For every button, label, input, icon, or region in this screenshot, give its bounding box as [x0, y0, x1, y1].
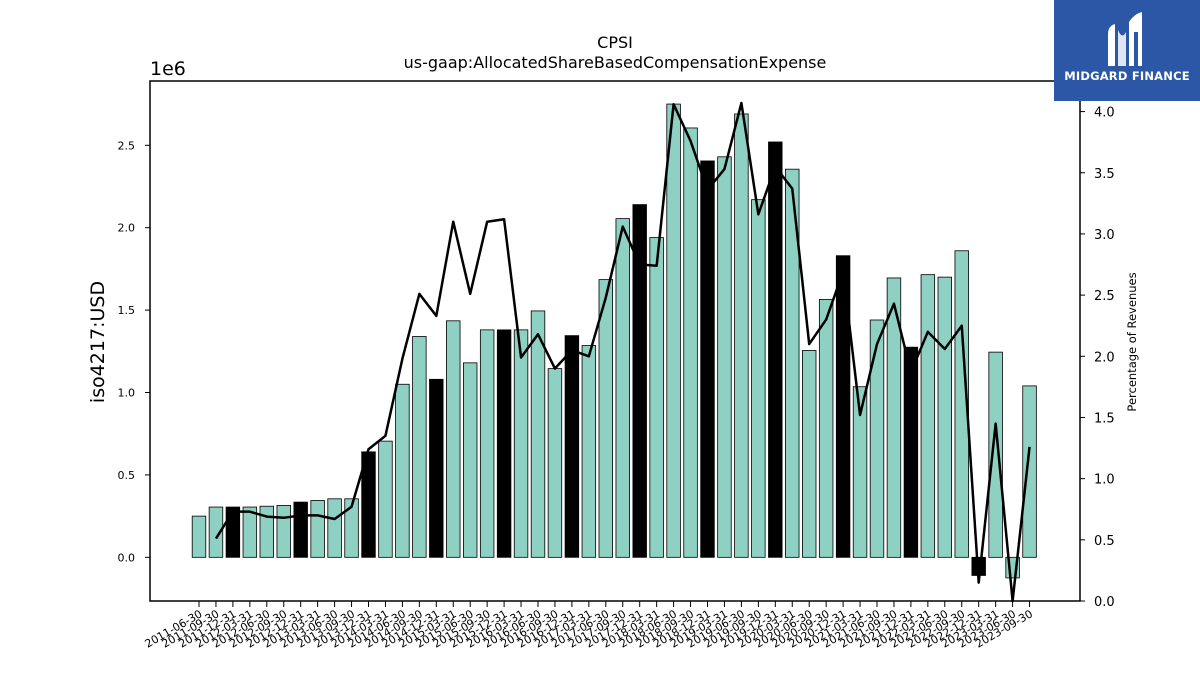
bar-2019-06-30 — [734, 113, 749, 558]
bar-2017-12-31 — [632, 204, 647, 558]
bar-2020-03-31 — [785, 168, 800, 558]
bar-2014-06-30 — [395, 383, 410, 558]
y2-tick-label: 2.5 — [1094, 289, 1115, 304]
bar-2019-09-30 — [751, 199, 766, 558]
chart-title: CPSI — [597, 33, 633, 52]
plot-frame — [149, 80, 1081, 602]
y-tick-label: 0.0 — [118, 551, 136, 564]
bar-2019-12-31 — [768, 141, 783, 558]
bar-2015-06-30 — [462, 362, 478, 558]
bar-2012-12-31 — [293, 501, 308, 558]
bar-2016-09-30 — [547, 368, 563, 558]
bar-2011-06-30 — [191, 515, 207, 558]
y-tick-label: 1.5 — [118, 304, 136, 317]
bar-2013-03-31 — [310, 500, 325, 558]
bar-2018-06-30 — [666, 103, 681, 558]
bar-2017-03-31 — [581, 345, 597, 558]
bar-2021-06-30 — [869, 319, 885, 558]
y2-tick-label: 4.0 — [1094, 106, 1115, 121]
y2-tick-label: 3.0 — [1094, 228, 1115, 243]
bar-2017-09-30 — [615, 218, 630, 558]
bar-2018-09-30 — [683, 127, 698, 558]
logo-text: MIDGARD FINANCE — [1064, 69, 1190, 83]
bar-2020-12-31 — [835, 255, 851, 558]
bar-2014-09-30 — [412, 336, 427, 558]
x-axis-ticks: 2011-06-302011-09-302011-12-312012-03-31… — [143, 601, 1035, 651]
bar-2013-06-30 — [327, 498, 342, 558]
bar-2022-09-30 — [954, 250, 969, 558]
y-tick-label: 0.5 — [118, 469, 136, 482]
bar-2016-12-31 — [564, 335, 580, 558]
bar-2016-06-30 — [530, 310, 546, 558]
midgard-finance-logo: MIDGARD FINANCE — [1054, 0, 1200, 101]
bar-2014-03-31 — [378, 440, 393, 558]
bar-2013-09-30 — [344, 498, 359, 558]
ratio-line — [214, 101, 1031, 603]
bar-2011-09-30 — [208, 506, 224, 558]
y-tick-label: 2.5 — [118, 139, 136, 152]
bar-2021-12-31 — [903, 346, 919, 558]
midgard-logo-icon — [1108, 12, 1142, 66]
y2-tick-label: 0.5 — [1094, 534, 1115, 549]
y2-tick-label: 2.0 — [1094, 350, 1115, 365]
bar-2016-03-31 — [513, 329, 529, 558]
bar-2017-06-30 — [598, 279, 614, 558]
bar-2015-09-30 — [479, 329, 495, 558]
bar-2014-12-31 — [429, 378, 444, 558]
bar-2019-03-31 — [717, 156, 732, 558]
chart-subtitle: us-gaap:AllocatedShareBasedCompensationE… — [404, 53, 827, 72]
bar-2023-09-30 — [1022, 385, 1037, 558]
bar-2022-03-31 — [920, 274, 936, 558]
bar-2018-12-31 — [700, 160, 715, 558]
bar-2022-06-30 — [937, 276, 953, 558]
y2-tick-label: 3.5 — [1094, 167, 1115, 182]
y2-tick-label: 1.0 — [1094, 473, 1115, 488]
y-axis-label: iso4217:USD — [87, 281, 109, 403]
bar-2012-06-30 — [259, 505, 275, 558]
y-tick-label: 1.0 — [118, 387, 136, 400]
bar-2021-03-31 — [852, 386, 868, 558]
y2-axis-label: Percentage of Revenues — [1125, 272, 1139, 411]
y2-axis-ticks: 0.0 0.5 1.0 1.5 2.0 2.5 3.0 3.5 4.0 — [1080, 106, 1115, 610]
bar-2023-03-31 — [988, 351, 1003, 558]
bar-2018-03-31 — [649, 237, 664, 558]
y2-tick-label: 0.0 — [1094, 595, 1115, 610]
bar-2020-06-30 — [802, 350, 817, 558]
bar-2015-12-31 — [496, 329, 512, 558]
ratio-line-series — [214, 101, 1031, 603]
y-axis-ticks: 0.0 0.5 1.0 1.5 2.0 2.5 — [118, 139, 150, 564]
bar-2011-12-31 — [225, 506, 241, 558]
bar-2020-09-30 — [818, 298, 834, 558]
bar-series — [191, 103, 1037, 579]
bar-2015-03-31 — [446, 320, 461, 558]
y2-tick-label: 1.5 — [1094, 411, 1115, 426]
y-offset-label: 1e6 — [150, 58, 186, 80]
bar-2021-09-30 — [886, 277, 902, 558]
bar-2012-03-31 — [242, 506, 258, 558]
y-tick-label: 2.0 — [118, 222, 136, 235]
bar-2012-09-30 — [276, 505, 291, 558]
